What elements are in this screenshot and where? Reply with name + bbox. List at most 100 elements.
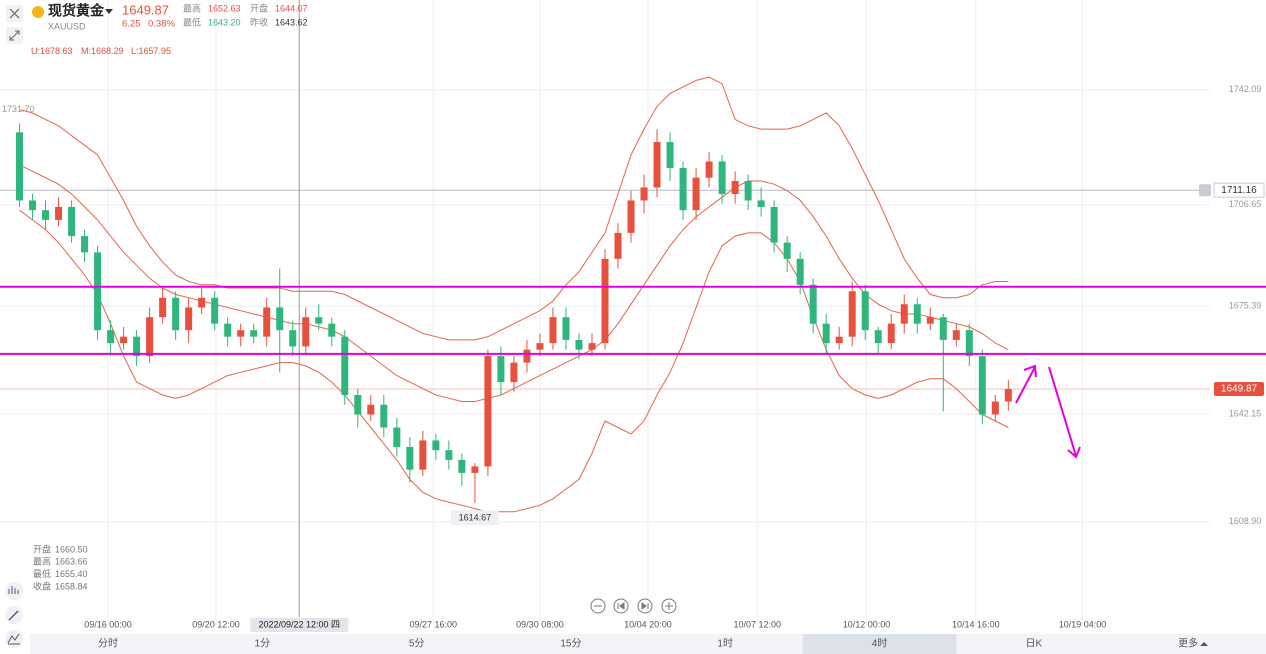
last-price-label: 1649.87 [1221,384,1258,395]
bollinger-upper [19,76,1009,341]
close-icon [9,8,20,19]
start-icon [617,602,625,610]
min-tag [450,510,499,526]
candle-body [276,307,284,331]
y-tick-label: 1706.65 [1229,199,1262,209]
candle-body [510,362,518,383]
tab[interactable]: 1时 [717,638,733,650]
stat-value: 1644.07 [275,3,308,13]
candle-body [861,291,869,331]
candle-body [549,317,557,344]
candle-body [406,446,414,470]
change-pct: 0.38% [148,19,175,30]
candle-body [887,323,895,344]
candle-body [991,401,999,415]
tab-bar [30,634,1266,654]
tab-selected-bg [802,634,957,654]
candle-body [575,339,583,350]
tab[interactable]: 15分 [560,638,581,650]
x-tick-label: 09/16 00:00 [84,619,132,629]
tab[interactable]: 日K [1025,639,1042,650]
candle-body [978,356,986,415]
candle-body [341,336,349,396]
band-label: M: [81,46,91,56]
tab[interactable]: 5分 [409,638,425,650]
symbol: XAUUSD [48,21,86,31]
candle-body [939,317,947,340]
candle-body [458,459,466,473]
candle-body [471,466,479,473]
alert-label: 1711.16 [1221,185,1257,196]
candle-body [874,330,882,344]
info-label: 开盘 [33,543,51,554]
candle-body [224,323,232,337]
candle-body [185,307,193,331]
last-price-tag [1214,381,1264,396]
band-reading: L:1657.95 [131,46,171,56]
candle-body [822,323,830,344]
candle-body [952,330,960,340]
band-label: U: [31,46,40,56]
end-icon [641,602,649,610]
candle-body [16,132,24,201]
info-value: 1655.40 [55,569,88,579]
info-value: 1663.66 [55,557,88,567]
min-label: 1614.67 [459,513,492,523]
alert-tag [1213,182,1265,198]
plus-icon [665,602,673,610]
x-tick-label: 09/20 12:00 [192,619,240,629]
dropdown-caret[interactable] [105,9,113,14]
stat-value: 1652.63 [208,3,241,13]
stat-value: 1643.20 [208,17,241,27]
x-tick-label: 10/19 04:00 [1059,619,1107,629]
zoom-controls [590,598,677,614]
x-tick-label: 09/27 16:00 [409,619,457,629]
x-tick-label: 10/14 16:00 [952,619,1000,629]
tab[interactable]: 分时 [98,638,118,650]
candle-body [627,200,635,233]
band-value: 1657.95 [139,46,172,56]
tab[interactable]: 4时 [872,638,888,650]
candle-body [393,427,401,447]
instrument-name[interactable]: 现货黄金 [48,3,105,19]
candle-body [497,356,505,383]
pen-icon [8,610,19,621]
candle-body [367,404,375,415]
candle-body [445,450,453,460]
tab[interactable]: 1分 [255,638,271,650]
candle-body [562,317,570,340]
price: 1649.87 [122,2,169,17]
indicator-tool[interactable] [5,582,23,600]
candle-body [796,258,804,285]
band-value: 1668.29 [91,46,124,56]
band-label: L: [131,46,139,56]
candle-body [757,200,765,207]
candle-body [484,356,492,467]
candle-body [601,258,609,344]
tab[interactable]: 更多 [1178,637,1198,650]
bollinger-lower [19,209,1009,513]
candle-body [315,317,323,324]
plot-area: 1742.09 1706.65 1675.39 1642.15 1608.90 09/16… [0,0,1266,632]
candle-body [29,200,37,211]
candle-body [770,206,778,243]
candle-body [172,297,180,331]
drawn-arrows [1015,364,1081,459]
stat-label: 最低 [183,16,201,27]
alert-icon[interactable] [1199,184,1211,197]
y-tick-label: 1608.90 [1229,516,1262,526]
candle-body [926,317,934,324]
candle-body [81,236,89,253]
candle-body [692,177,700,211]
gold-icon [32,6,44,18]
candle-body [250,330,258,337]
x-tick-label: 10/12 00:00 [843,619,891,629]
indicator-icon [8,586,19,594]
y-tick-label: 1675.39 [1229,301,1262,311]
candle-body [328,323,336,337]
change: 6.25 [122,19,141,30]
stat-value: 1643.62 [275,17,308,27]
candle-body [289,330,297,347]
